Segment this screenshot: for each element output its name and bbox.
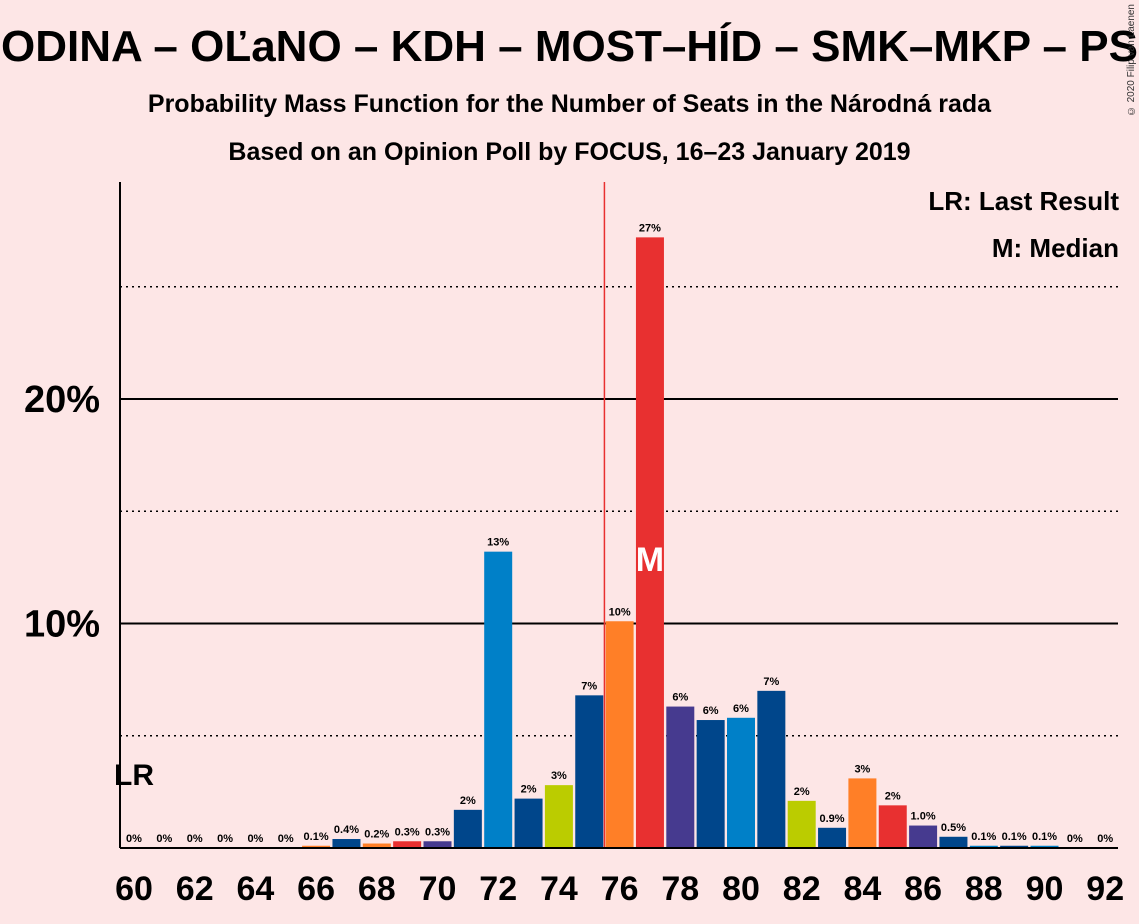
bar-value-label: 0% [156, 833, 172, 845]
x-tick-label: 82 [783, 870, 821, 908]
bar-seat-88 [969, 845, 998, 848]
bar-seat-84 [848, 778, 877, 848]
bar-value-label: 0% [1097, 833, 1113, 845]
bar-value-label: 2% [885, 790, 901, 802]
bar-value-label: 2% [794, 786, 810, 798]
bar-value-label: 13% [487, 537, 509, 549]
bar-value-label: 0% [1067, 833, 1083, 845]
bar-value-label: 2% [460, 795, 476, 807]
x-tick-label: 90 [1026, 870, 1064, 908]
bar-seat-80 [727, 717, 755, 848]
bar-seat-89 [1000, 845, 1029, 848]
x-tick-label: 80 [722, 870, 760, 908]
bar-seat-86 [909, 825, 938, 848]
chart-subtitle-source: Based on an Opinion Poll by FOCUS, 16–23… [228, 138, 911, 166]
x-tick-label: 64 [236, 870, 274, 908]
bar-value-label: 27% [639, 222, 661, 234]
x-tick-label: 72 [479, 870, 517, 908]
x-tick-label: 74 [540, 870, 578, 908]
bar-seat-87 [939, 836, 968, 848]
y-tick-label: 10% [24, 604, 100, 646]
bar-value-label: 1.0% [911, 811, 936, 823]
bar-value-label: 0% [247, 833, 263, 845]
x-tick-label: 62 [176, 870, 214, 908]
bar-seat-73 [514, 798, 543, 848]
x-tick-label: 86 [904, 870, 942, 908]
legend-last-result: LR: Last Result [928, 186, 1119, 216]
bar-seat-74 [544, 785, 573, 848]
bar-value-label: 0% [126, 833, 142, 845]
bar-value-label: 3% [551, 770, 567, 782]
bar-value-label: 0.2% [364, 829, 389, 841]
legend-median: M: Median [991, 233, 1119, 263]
bar-seat-68 [362, 843, 391, 848]
bar-value-label: 0.3% [425, 826, 450, 838]
x-tick-label: 78 [661, 870, 699, 908]
bar-value-label: 0% [217, 833, 233, 845]
bar-value-label: 0.9% [820, 813, 845, 825]
bar-seat-67 [332, 839, 361, 848]
bar-seat-72 [484, 551, 513, 848]
bar-value-label: 0.3% [395, 826, 420, 838]
bar-value-label: 6% [672, 692, 688, 704]
bar-seat-78 [666, 706, 695, 848]
median-marker: M [636, 541, 664, 579]
bar-seat-83 [818, 827, 847, 848]
bar-value-label: 7% [581, 680, 597, 692]
bar-value-label: 0.1% [1032, 831, 1057, 843]
bar-seat-82 [787, 800, 816, 848]
bar-value-label: 0.4% [334, 824, 359, 836]
bar-value-label: 3% [854, 763, 870, 775]
bar-seat-81 [757, 690, 786, 848]
bar-seat-77 [635, 237, 664, 849]
x-tick-label: 68 [358, 870, 396, 908]
bar-seat-85 [878, 805, 907, 848]
x-tick-label: 84 [843, 870, 881, 908]
bar-value-label: 0% [187, 833, 203, 845]
bar-value-label: 0% [278, 833, 294, 845]
bar-seat-79 [696, 720, 725, 848]
x-tick-label: 70 [419, 870, 457, 908]
x-tick-label: 88 [965, 870, 1003, 908]
bar-value-label: 2% [521, 784, 537, 796]
chart-subtitle: Probability Mass Function for the Number… [147, 90, 992, 118]
bar-value-label: 6% [733, 703, 749, 715]
bar-value-label: 0.5% [941, 822, 966, 834]
x-tick-label: 92 [1086, 870, 1124, 908]
bar-seat-70 [423, 841, 452, 848]
bar-seat-76 [605, 621, 634, 848]
bar-value-label: 6% [703, 705, 719, 717]
x-tick-label: 76 [601, 870, 639, 908]
bar-seat-75 [575, 695, 604, 848]
x-tick-label: 60 [115, 870, 153, 908]
bar-value-label: 7% [763, 676, 779, 688]
bar-value-label: 10% [609, 606, 631, 618]
bar-value-label: 0.1% [971, 831, 996, 843]
bar-value-label: 0.1% [1002, 831, 1027, 843]
bar-seat-71 [453, 809, 482, 848]
y-tick-label: 20% [24, 379, 100, 421]
chart-title: ODINA – OĽaNO – KDH – MOST–HÍD – SMK–MKP… [1, 22, 1138, 71]
bar-seat-90 [1030, 845, 1059, 848]
bar-value-label: 0.1% [304, 831, 329, 843]
bar-seat-69 [393, 841, 422, 848]
x-tick-label: 66 [297, 870, 335, 908]
bar-seat-66 [302, 845, 331, 848]
